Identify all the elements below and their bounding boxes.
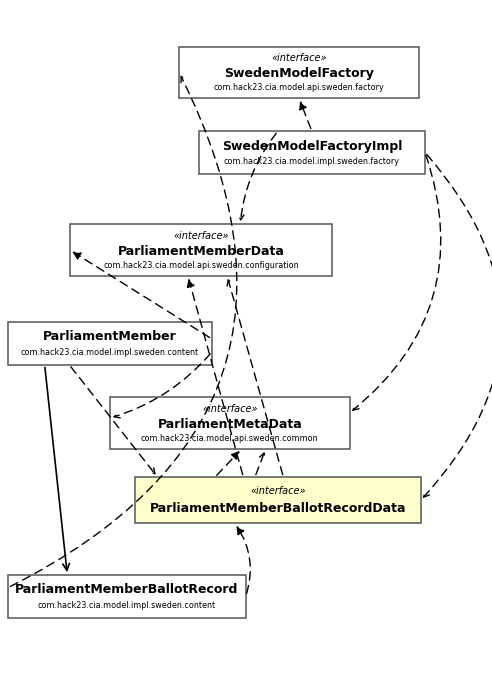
- Text: com.hack23.cia.model.api.sweden.configuration: com.hack23.cia.model.api.sweden.configur…: [103, 261, 299, 270]
- Bar: [110, 398, 350, 449]
- Text: SwedenModelFactory: SwedenModelFactory: [224, 67, 374, 80]
- Text: com.hack23.cia.model.impl.sweden.factory: com.hack23.cia.model.impl.sweden.factory: [224, 157, 400, 166]
- Bar: [135, 477, 421, 523]
- Text: SwedenModelFactoryImpl: SwedenModelFactoryImpl: [222, 140, 402, 153]
- Bar: [199, 131, 425, 173]
- Text: ParliamentMember: ParliamentMember: [43, 330, 177, 344]
- Text: «interface»: «interface»: [271, 53, 327, 63]
- Bar: [8, 322, 212, 364]
- Bar: [70, 224, 332, 276]
- Text: com.hack23.cia.model.api.sweden.factory: com.hack23.cia.model.api.sweden.factory: [214, 84, 384, 92]
- Bar: [179, 47, 419, 99]
- Bar: [8, 575, 246, 618]
- Text: ParliamentMemberData: ParliamentMemberData: [118, 244, 284, 258]
- Text: ParliamentMetaData: ParliamentMetaData: [157, 418, 302, 431]
- Text: «interface»: «interface»: [202, 404, 257, 414]
- Text: «interface»: «interface»: [173, 231, 229, 241]
- Text: «interface»: «interface»: [250, 486, 306, 496]
- Text: ParliamentMemberBallotRecord: ParliamentMemberBallotRecord: [15, 583, 239, 596]
- Text: com.hack23.cia.model.impl.sweden.content: com.hack23.cia.model.impl.sweden.content: [21, 348, 199, 357]
- Text: com.hack23.cia.model.impl.sweden.content: com.hack23.cia.model.impl.sweden.content: [38, 601, 216, 610]
- Text: ParliamentMemberBallotRecordData: ParliamentMemberBallotRecordData: [150, 502, 406, 515]
- Text: com.hack23.cia.model.api.sweden.common: com.hack23.cia.model.api.sweden.common: [141, 434, 319, 443]
